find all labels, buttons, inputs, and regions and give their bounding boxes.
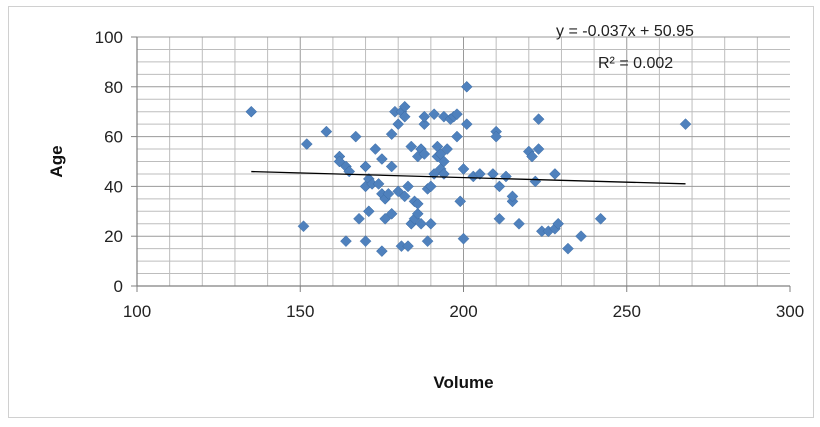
data-point	[438, 155, 450, 168]
data-point	[500, 170, 512, 183]
data-point	[245, 105, 258, 118]
data-point	[549, 168, 561, 180]
data-point	[385, 128, 398, 140]
data-point	[493, 212, 506, 225]
data-point	[392, 118, 405, 131]
data-point	[418, 148, 431, 160]
data-point	[411, 207, 424, 220]
data-point	[359, 160, 372, 173]
data-point	[473, 168, 486, 180]
data-point	[490, 130, 503, 143]
data-point	[454, 195, 467, 208]
trendline	[251, 170, 686, 185]
gridlines	[137, 36, 790, 286]
data-point	[320, 125, 333, 138]
x-axis-title: Volume	[433, 373, 493, 392]
data-point	[457, 232, 470, 245]
data-point	[379, 212, 391, 225]
data-point	[493, 180, 506, 193]
data-point	[376, 245, 388, 257]
data-point	[372, 178, 385, 190]
data-point	[349, 130, 362, 143]
data-point	[405, 140, 418, 153]
data-point	[418, 110, 431, 123]
y-tick-label: 100	[95, 28, 123, 47]
data-point	[532, 143, 545, 155]
data-point	[424, 180, 437, 193]
data-point	[421, 235, 434, 248]
data-point	[353, 212, 365, 225]
x-tick-label: 200	[449, 302, 477, 321]
data-point	[526, 150, 538, 163]
data-point	[392, 185, 405, 198]
data-point	[411, 197, 424, 210]
x-tick-label: 300	[776, 302, 804, 321]
data-point	[451, 108, 463, 121]
data-point	[594, 212, 607, 225]
data-point	[513, 217, 525, 230]
y-tick-label: 80	[104, 78, 123, 97]
y-tick-label: 20	[104, 227, 123, 246]
data-point	[679, 118, 692, 131]
data-point	[369, 143, 382, 155]
data-point	[532, 113, 545, 126]
data-point	[451, 130, 463, 143]
data-point	[428, 108, 440, 121]
data-point	[362, 205, 375, 218]
trendline-equation: y = -0.037x + 50.95	[556, 23, 694, 40]
trendline-r-squared: R² = 0.002	[598, 55, 673, 72]
data-point	[460, 118, 473, 131]
data-point	[398, 190, 411, 203]
data-point	[376, 153, 388, 165]
x-tick-label: 100	[123, 302, 151, 321]
data-points	[245, 80, 692, 257]
y-tick-label: 60	[104, 128, 123, 147]
data-point	[562, 242, 574, 255]
x-tick-labels: 100 150 200 250 300	[123, 302, 804, 321]
data-point	[333, 155, 346, 168]
y-tick-labels: 0 20 40 60 80 100	[95, 28, 123, 296]
data-point	[457, 163, 470, 175]
data-point	[402, 240, 414, 253]
x-tick-label: 250	[613, 302, 641, 321]
data-point	[382, 188, 395, 200]
data-point	[398, 110, 411, 123]
x-tick-label: 150	[286, 302, 314, 321]
data-point	[300, 138, 313, 150]
data-point	[552, 217, 565, 230]
data-point	[460, 80, 473, 93]
data-point	[359, 235, 372, 248]
data-point	[506, 190, 519, 203]
data-point	[340, 235, 352, 248]
data-point	[441, 143, 454, 155]
data-point	[575, 230, 587, 243]
y-tick-label: 40	[104, 177, 123, 196]
data-point	[424, 217, 437, 230]
data-point	[418, 118, 431, 131]
data-point	[415, 217, 427, 230]
data-point	[297, 220, 310, 233]
y-tick-label: 0	[114, 277, 123, 296]
data-point	[402, 180, 414, 193]
data-point	[529, 175, 542, 188]
data-point	[487, 168, 499, 180]
data-point	[385, 160, 398, 173]
axes	[131, 36, 791, 292]
y-axis-title: Age	[47, 145, 66, 177]
data-point	[385, 207, 398, 220]
